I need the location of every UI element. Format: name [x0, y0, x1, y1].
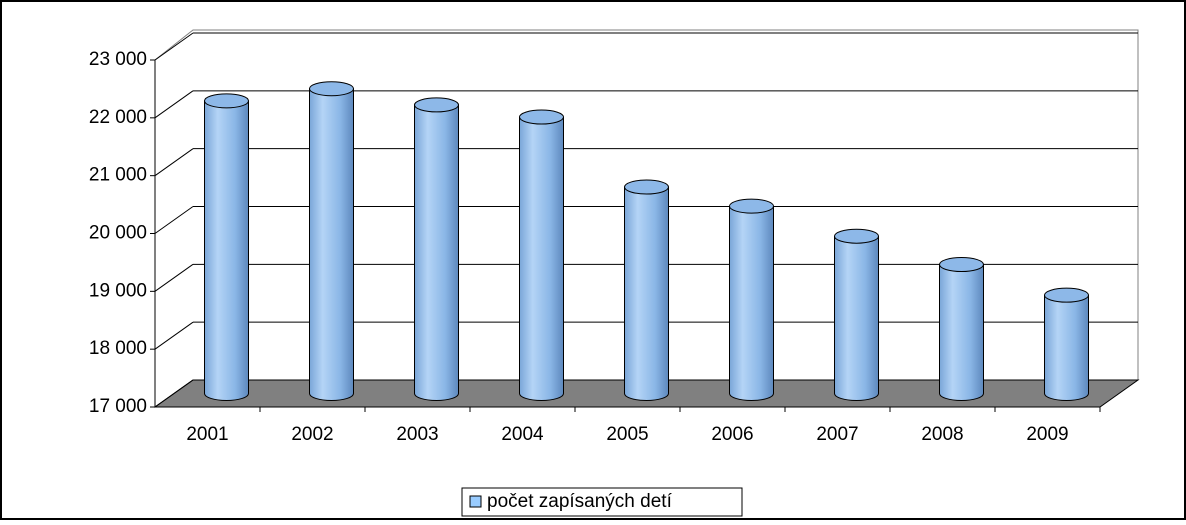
grid-line-side: [154, 32, 194, 61]
grid-line-side: [154, 206, 194, 234]
grid-line-side: [154, 90, 194, 119]
cylinder: [939, 257, 984, 401]
bar: [414, 104, 459, 401]
x-tick-label: 2009: [1026, 424, 1068, 445]
x-tick-label: 2003: [396, 424, 438, 445]
bar: [624, 186, 669, 401]
cylinder: [624, 179, 669, 401]
legend-box: [461, 487, 743, 517]
grid-line-side: [154, 148, 194, 177]
cylinder: [204, 93, 249, 401]
bar: [519, 116, 564, 401]
bar: [939, 264, 984, 401]
y-tick-label: 17 000: [89, 396, 147, 417]
x-tick-label: 2008: [921, 424, 963, 445]
cylinder: [519, 109, 564, 401]
bar-top: [519, 109, 564, 125]
legend-swatch: [469, 495, 482, 508]
y-tick-label: 18 000: [89, 338, 147, 359]
x-tick-label: 2001: [186, 424, 228, 445]
y-tick-label: 19 000: [89, 280, 147, 301]
x-tick-label: 2005: [606, 424, 648, 445]
bar: [309, 88, 354, 401]
bar: [834, 235, 879, 401]
bar-top: [624, 179, 669, 195]
x-tick-label: 2006: [711, 424, 753, 445]
cylinder: [414, 97, 459, 401]
bar-top: [309, 81, 354, 97]
y-tick-label: 22 000: [89, 107, 147, 128]
cylinder: [1044, 287, 1089, 401]
cylinder: [309, 81, 354, 401]
bar: [204, 100, 249, 401]
bar-top: [834, 228, 879, 244]
grid-line-side: [154, 379, 194, 408]
bar-top: [204, 93, 249, 109]
cylinder: [834, 228, 879, 401]
y-tick-label: 23 000: [89, 49, 147, 70]
grid-line-side: [154, 321, 194, 350]
cylinder: [729, 198, 774, 401]
bar: [729, 205, 774, 401]
grid-line-side: [154, 263, 194, 292]
y-tick-label: 20 000: [89, 223, 147, 244]
x-tick-label: 2002: [291, 424, 333, 445]
x-tick-label: 2004: [501, 424, 544, 445]
y-tick-label: 21 000: [89, 165, 147, 186]
bar-top: [729, 198, 774, 214]
bar-top: [414, 97, 459, 113]
x-tick-label: 2007: [816, 424, 858, 445]
bar-top: [939, 257, 984, 273]
bar-top: [1044, 287, 1089, 303]
bar: [1044, 294, 1089, 401]
legend-label: počet zapísaných detí: [487, 491, 673, 512]
